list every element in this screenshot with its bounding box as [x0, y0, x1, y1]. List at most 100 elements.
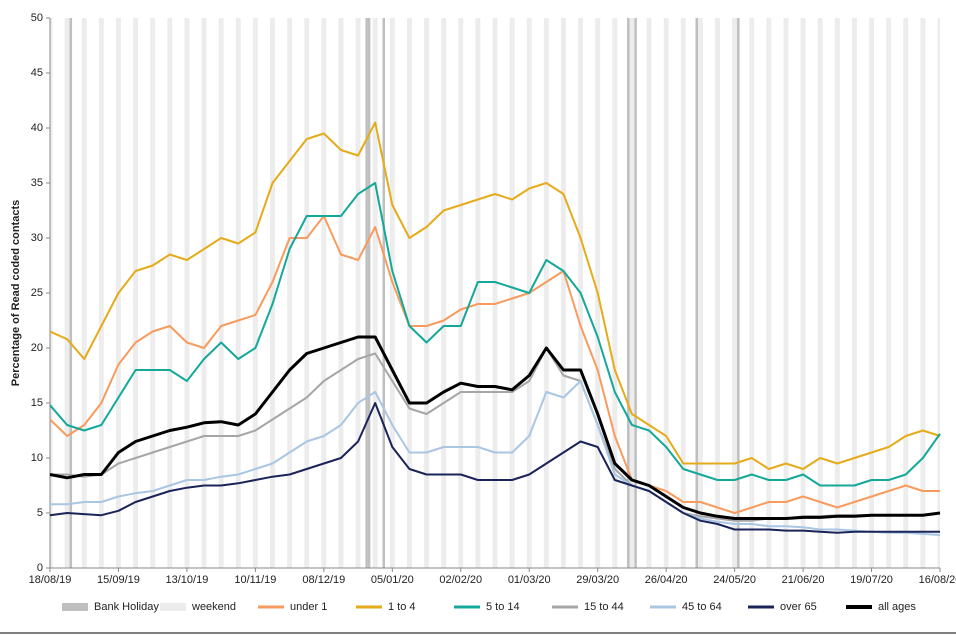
weekend-band: [169, 18, 173, 568]
weekend-band: [561, 18, 564, 568]
series-line: [49, 402, 940, 534]
weekend-band: [338, 18, 341, 568]
weekend-band: [272, 18, 275, 568]
weekend-band: [683, 18, 686, 568]
weekend-band: [783, 18, 786, 568]
weekend-band: [50, 18, 53, 568]
weekend-band: [820, 18, 823, 568]
x-tick-label: 01/03/20: [508, 574, 551, 586]
bank-holiday-band: [695, 18, 698, 568]
legend-label: weekend: [191, 601, 236, 613]
weekend-band: [597, 18, 601, 568]
weekend-band: [697, 18, 701, 568]
weekend-band: [358, 18, 361, 568]
weekend-band: [509, 18, 513, 568]
weekend-band: [803, 18, 806, 568]
weekend-band: [546, 18, 549, 568]
weekend-band: [612, 18, 615, 568]
weekend-band: [375, 18, 378, 568]
weekend-band: [101, 18, 104, 568]
series-line: [49, 121, 941, 470]
y-tick-label: 5: [37, 507, 43, 519]
weekend-band: [306, 18, 310, 568]
weekend-band: [389, 18, 393, 568]
weekend-band: [84, 18, 87, 568]
weekend-band: [167, 18, 170, 568]
x-tick-label: 18/08/19: [29, 574, 72, 586]
bank-holiday-band: [634, 18, 637, 568]
weekend-band: [732, 18, 735, 568]
weekend-band: [218, 18, 222, 568]
y-tick-label: 40: [31, 122, 43, 134]
weekend-band: [133, 18, 136, 568]
x-tick-label: 16/08/20: [919, 574, 956, 586]
bank-holiday-band: [382, 18, 386, 568]
weekend-band: [854, 18, 857, 568]
x-tick-label: 26/04/20: [645, 574, 688, 586]
bank-holiday-band: [737, 18, 740, 568]
weekend-band: [150, 18, 153, 568]
legend-label: 45 to 64: [682, 601, 722, 613]
weekend-band: [888, 18, 892, 568]
weekend-band: [289, 18, 293, 568]
weekend-band: [629, 18, 632, 568]
weekend-band: [475, 18, 478, 568]
weekend-band: [340, 18, 344, 568]
weekend-band: [81, 18, 85, 568]
weekend-band: [409, 18, 412, 568]
x-tick-label: 02/02/20: [439, 574, 482, 586]
weekend-band: [152, 18, 156, 568]
weekend-band: [355, 18, 359, 568]
weekend-band: [204, 18, 207, 568]
weekend-band: [64, 18, 68, 568]
legend-label: over 65: [780, 601, 817, 613]
x-tick-label: 21/06/20: [782, 574, 825, 586]
x-tick-label: 10/11/19: [234, 574, 276, 586]
weekend-band: [495, 18, 498, 568]
y-tick-label: 10: [31, 452, 43, 464]
y-tick-label: 45: [31, 67, 43, 79]
x-tick-label: 13/10/19: [166, 574, 209, 586]
weekend-band: [717, 18, 720, 568]
x-tick-label: 19/07/20: [850, 574, 893, 586]
y-tick-label: 50: [31, 12, 43, 24]
y-axis-label: Percentage of Read coded contacts: [10, 200, 22, 386]
legend-label: under 1: [290, 601, 327, 613]
weekend-band: [424, 18, 427, 568]
weekend-band: [135, 18, 139, 568]
weekend-band: [255, 18, 258, 568]
weekend-band: [252, 18, 256, 568]
weekend-band: [663, 18, 667, 568]
weekend-band: [937, 18, 940, 568]
weekend-band: [871, 18, 874, 568]
weekend-band: [886, 18, 889, 568]
weekend-band: [749, 18, 752, 568]
weekend-band: [372, 18, 376, 568]
weekend-band: [595, 18, 598, 568]
weekend-band: [426, 18, 429, 568]
weekend-band: [580, 18, 584, 568]
weekend-band: [323, 18, 327, 568]
legend-label: 15 to 44: [584, 601, 624, 613]
weekend-band: [768, 18, 772, 568]
weekend-band: [680, 18, 684, 568]
weekend-band: [304, 18, 307, 568]
weekend-band: [837, 18, 840, 568]
weekend-band: [98, 18, 102, 568]
bank-holiday-band: [367, 18, 371, 568]
x-tick-label: 29/03/20: [576, 574, 619, 586]
series-line: [49, 215, 940, 514]
weekend-band: [512, 18, 515, 568]
weekend-band: [869, 18, 872, 568]
bank-holiday-band: [69, 18, 73, 568]
weekend-band: [460, 18, 464, 568]
weekend-band: [751, 18, 755, 568]
weekend-band: [631, 18, 635, 568]
y-tick-label: 25: [31, 287, 43, 299]
y-tick-label: 15: [31, 397, 43, 409]
weekend-band: [406, 18, 410, 568]
weekend-band: [851, 18, 855, 568]
weekend-band: [201, 18, 205, 568]
x-tick-label: 24/05/20: [713, 574, 756, 586]
